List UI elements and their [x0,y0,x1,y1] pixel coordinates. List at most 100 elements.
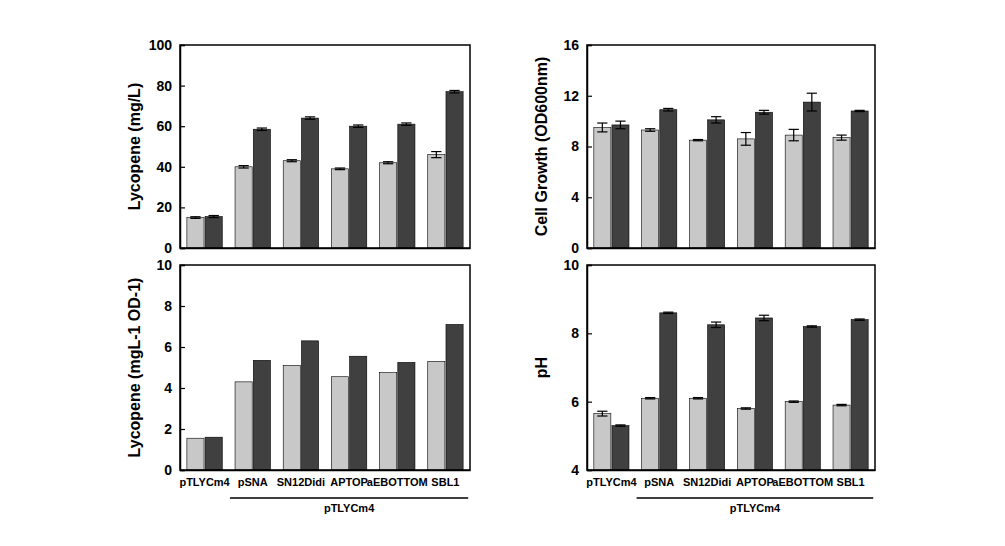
error-bar [741,133,751,146]
error-cap [335,167,345,168]
x-axis [181,248,471,250]
tick: 40 [156,159,185,175]
error-cap [353,127,363,128]
error-line [841,135,842,140]
error-cap [807,327,817,328]
bar [612,426,629,470]
tick-label: 10 [156,257,172,273]
error-cap [383,163,393,164]
error-cap [836,140,846,141]
tick-mark [180,167,185,168]
error-cap [401,125,411,126]
error-cap [645,397,655,398]
tick-label: 100 [149,37,173,53]
bar [785,135,802,248]
bar [331,169,348,248]
bar [690,140,707,248]
error-cap [257,127,267,128]
bar [380,373,397,470]
error-cap [190,218,200,219]
tick-mark [180,85,185,86]
bar [350,356,367,470]
plot-frame [180,265,470,470]
axis-line [181,46,186,249]
error-cap [711,122,721,123]
tick-mark [587,197,592,198]
error-cap [741,145,751,146]
bar [380,163,397,248]
bar [851,320,868,470]
axis-line [588,248,876,250]
error-cap [209,217,219,218]
tick-label: 60 [156,118,172,134]
error-cap [645,131,655,132]
tick-mark [587,265,592,266]
error-line [716,117,717,123]
tick-mark [180,306,185,307]
error-bar [615,425,625,426]
error-cap [759,114,769,115]
bar [350,126,367,248]
axis-line [588,470,876,472]
error-cap [663,110,673,111]
error-cap [238,165,248,166]
error-line [436,152,437,158]
error-bar [663,312,673,313]
tick-label: 8 [571,325,579,341]
error-bar [190,217,200,219]
bar [301,118,318,248]
error-cap [597,122,607,123]
tick-label: APTOP [736,476,774,488]
bar [253,360,270,470]
tick: pTLYCm4 [179,470,230,488]
y-axis: 46810 [563,257,592,478]
tick: APTOP [736,470,774,488]
bar [283,365,300,470]
tick-label: SN12Didi [277,476,325,488]
plot-area [594,93,868,248]
error-cap [836,405,846,406]
tick-mark [180,429,185,430]
error-cap [855,110,865,111]
error-cap [238,167,248,168]
error-cap [789,402,799,403]
tick: 4 [164,380,185,396]
error-bar [353,125,363,127]
error-cap [759,320,769,321]
error-cap [597,131,607,132]
error-bar [663,108,673,111]
tick-label: 16 [563,37,579,53]
bar [446,324,463,470]
tick-label: pSNA [238,476,268,488]
tick: pSNA [644,470,674,488]
error-line [620,121,621,129]
error-line [793,129,794,140]
bar [594,127,611,248]
bar [785,402,802,470]
error-cap [836,404,846,405]
tick-label: 6 [571,394,579,410]
tick: 2 [164,421,185,437]
error-bar [383,162,393,164]
y-axis: 0481216 [563,37,592,256]
error-line [811,93,812,111]
tick: 10 [563,257,592,273]
error-bar [807,93,817,111]
tick-mark [587,402,592,403]
tick: pTLYCm4 [586,470,637,488]
error-cap [305,119,315,120]
error-cap [449,90,459,91]
tick-label: pTLYCm4 [586,476,637,488]
error-cap [836,134,846,135]
error-cap [759,110,769,111]
tick: 8 [571,325,592,341]
tick: 8 [164,298,185,314]
error-bar [711,117,721,123]
error-line [763,315,764,320]
error-cap [855,320,865,321]
bar [833,138,850,248]
bar [803,327,820,471]
error-bar [855,319,865,320]
error-cap [335,169,345,170]
axis-line [181,470,471,472]
